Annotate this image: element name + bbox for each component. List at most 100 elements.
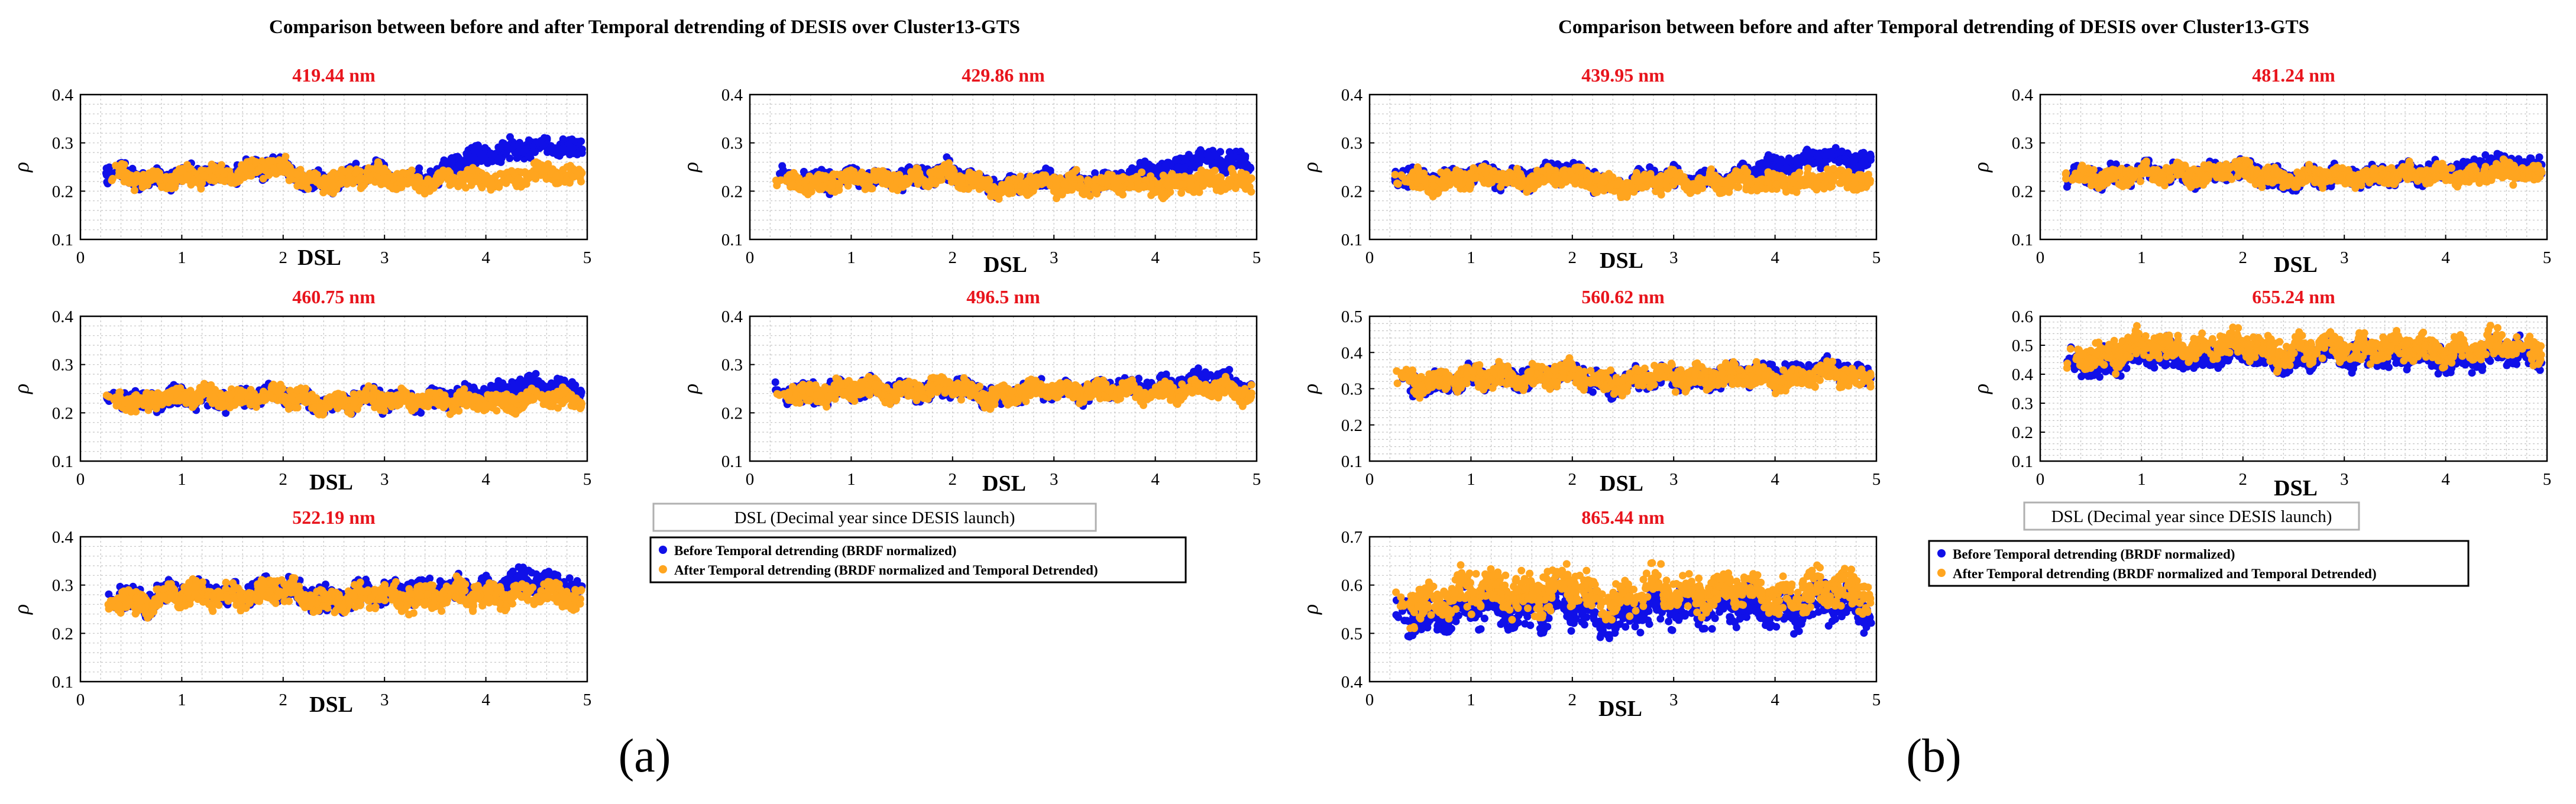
data-point <box>198 179 206 187</box>
data-point <box>829 170 837 179</box>
data-point <box>1147 172 1154 180</box>
data-point <box>872 171 881 180</box>
data-point <box>506 154 514 163</box>
data-point <box>122 177 131 186</box>
data-point <box>980 181 988 189</box>
subplot-title: 419.44 nm <box>292 64 376 86</box>
x-axis-label: DSL <box>983 252 1027 277</box>
data-point <box>1053 189 1061 197</box>
data-point <box>577 177 585 186</box>
data-point <box>358 182 367 190</box>
data-point <box>495 183 503 191</box>
data-point <box>379 168 387 176</box>
data-point <box>514 380 522 388</box>
x-tick-label: 2 <box>279 248 288 267</box>
data-point <box>131 186 138 194</box>
data-point <box>1187 181 1195 190</box>
data-point <box>1174 163 1183 171</box>
data-point <box>789 180 797 189</box>
data-point <box>177 167 185 176</box>
data-point <box>1180 154 1189 163</box>
data-point <box>1147 183 1155 192</box>
data-point <box>1169 177 1177 185</box>
data-point <box>1212 152 1221 160</box>
data-point <box>516 138 524 147</box>
data-point <box>1246 163 1254 171</box>
data-point <box>426 177 434 186</box>
data-point <box>1017 188 1025 196</box>
data-point <box>355 176 363 184</box>
data-point <box>1090 183 1099 191</box>
data-point <box>283 163 291 171</box>
data-point <box>183 161 192 169</box>
data-point <box>399 177 407 186</box>
data-point <box>481 144 489 152</box>
suptitle-a: Comparison between before and after Temp… <box>269 17 1020 38</box>
data-point <box>802 176 810 184</box>
data-point <box>1176 173 1184 181</box>
data-point <box>448 157 456 166</box>
subplot-title: 429.86 nm <box>962 64 1045 86</box>
data-point <box>1172 155 1180 164</box>
data-point <box>529 375 538 383</box>
x-tick-label: 3 <box>1050 248 1059 267</box>
data-point <box>465 176 474 184</box>
data-point <box>426 187 434 195</box>
data-point <box>1161 192 1169 200</box>
y-tick-label: 0.3 <box>52 134 73 153</box>
data-point <box>849 173 857 181</box>
data-point <box>1156 164 1164 173</box>
data-point <box>521 177 529 186</box>
data-point <box>503 144 512 152</box>
data-point <box>568 135 576 144</box>
y-axis-label: ρ <box>9 162 33 173</box>
data-point <box>236 176 244 184</box>
data-point <box>293 170 300 179</box>
data-point <box>269 157 277 165</box>
data-point <box>320 181 328 189</box>
data-point <box>1035 175 1044 183</box>
data-point <box>1233 179 1241 187</box>
data-point <box>326 171 335 180</box>
data-point <box>496 170 504 178</box>
data-point <box>893 177 901 186</box>
data-point <box>932 178 940 186</box>
data-point <box>313 171 321 179</box>
data-point <box>1005 176 1013 184</box>
data-point <box>102 169 110 177</box>
data-point <box>300 174 308 182</box>
data-point <box>563 163 571 171</box>
data-point <box>217 166 225 174</box>
x-tick-label: 4 <box>1151 248 1160 267</box>
data-point <box>847 166 855 174</box>
data-point <box>1177 180 1185 189</box>
data-point <box>183 172 192 180</box>
data-point <box>530 171 539 180</box>
data-point <box>170 176 179 184</box>
data-point <box>471 142 480 150</box>
x-axis-label: DSL <box>297 245 341 270</box>
data-point <box>140 171 147 179</box>
x-tick-label: 5 <box>583 248 592 267</box>
y-tick-label: 0.2 <box>721 182 743 201</box>
data-point <box>352 160 360 168</box>
data-point <box>484 159 491 167</box>
data-point <box>577 137 585 145</box>
data-point <box>245 171 253 180</box>
data-point <box>468 155 477 163</box>
data-point <box>958 175 966 183</box>
data-point <box>1228 165 1236 173</box>
data-point <box>346 165 354 173</box>
data-point <box>383 180 391 188</box>
data-point <box>1115 188 1123 196</box>
y-axis-label: ρ <box>679 162 703 173</box>
data-point <box>539 141 548 150</box>
data-point <box>1198 155 1206 164</box>
y-tick-label: 0.1 <box>721 231 743 249</box>
data-point <box>514 174 523 183</box>
data-point <box>818 182 827 190</box>
data-point <box>533 164 542 172</box>
data-point <box>1019 179 1027 187</box>
data-point <box>1228 153 1237 161</box>
